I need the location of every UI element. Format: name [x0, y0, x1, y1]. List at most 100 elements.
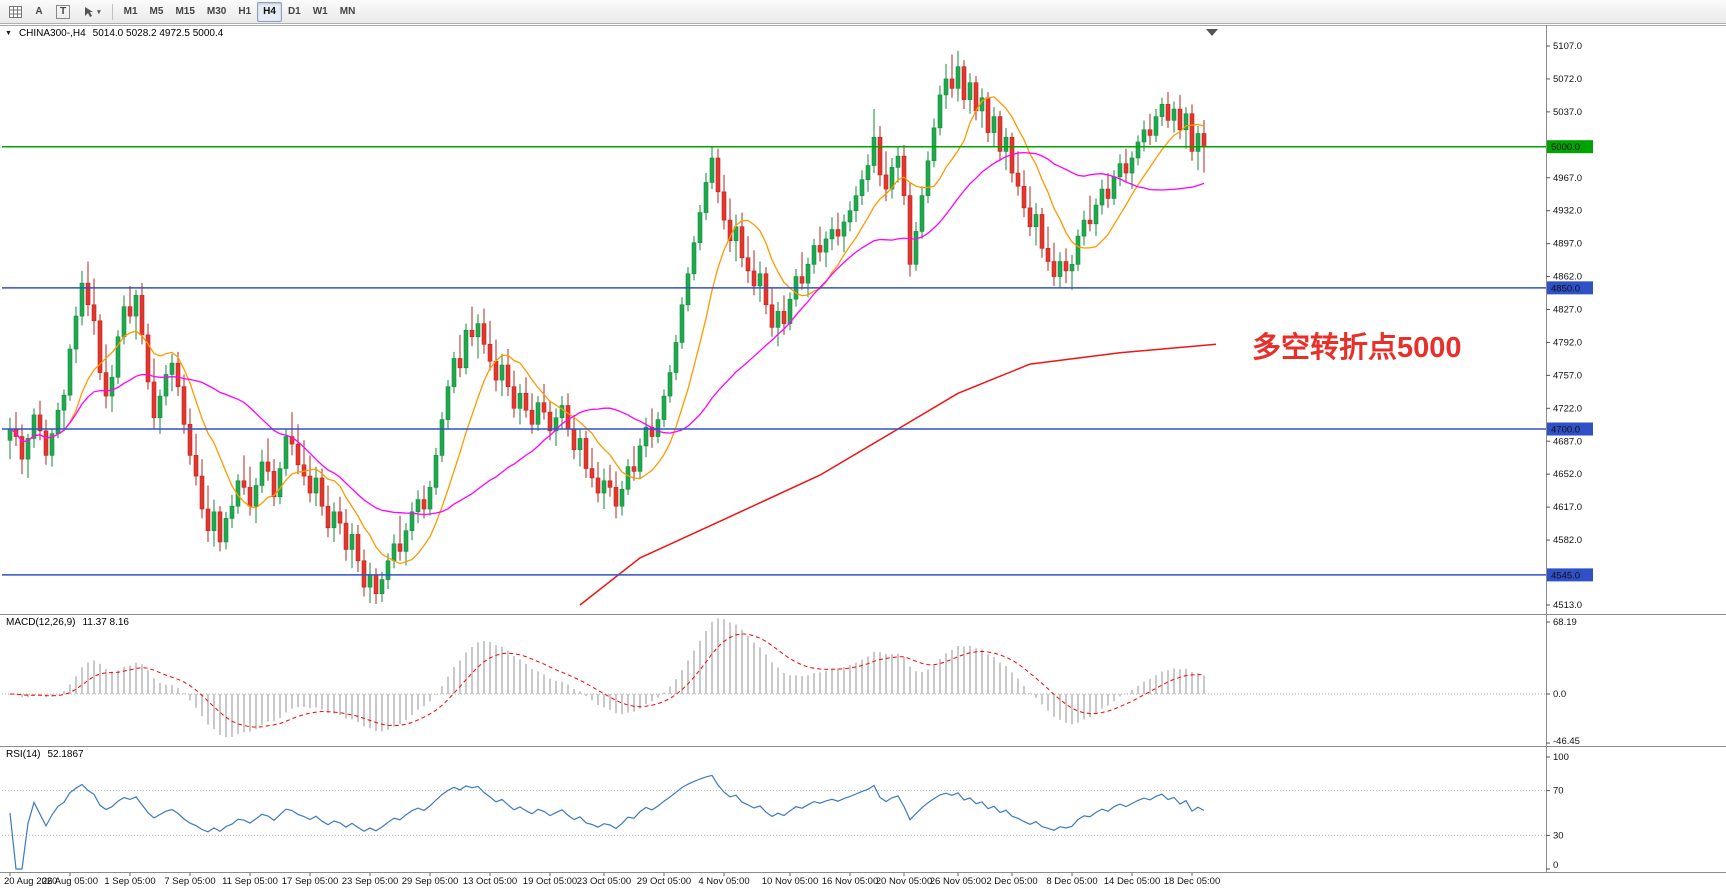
date-label: 26 Aug 05:00 — [42, 876, 98, 887]
price-badge-label: 4545.0 — [1551, 570, 1580, 581]
toolbar-separator — [111, 3, 113, 20]
timeframe-mn-button[interactable]: MN — [334, 2, 362, 22]
rsi-indicator-label: RSI(14) 52.1867 — [6, 749, 84, 760]
date-label: 20 Nov 05:00 — [876, 876, 933, 887]
macd-name: MACD(12,26,9) — [6, 617, 76, 628]
rsi-tick-label: 0 — [1553, 860, 1558, 871]
macd-values: 11.37 8.16 — [82, 617, 129, 628]
rsi-panel — [2, 774, 1546, 870]
price-tick-label: 4582.0 — [1553, 535, 1582, 546]
date-label: 18 Dec 05:00 — [1164, 876, 1221, 887]
rsi-line — [9, 774, 1205, 870]
date-label: 11 Sep 05:00 — [222, 876, 278, 887]
price-tick-label: 4513.0 — [1553, 600, 1582, 611]
rsi-value: 52.1867 — [47, 749, 84, 760]
macd-scale[interactable]: 68.19 0.0 -46.45 — [1546, 617, 1580, 747]
price-tick-label: 4652.0 — [1553, 469, 1582, 480]
timeframe-m5-button[interactable]: M5 — [144, 2, 170, 22]
price-badge — [1547, 140, 1593, 154]
macd-indicator-label: MACD(12,26,9) 11.37 8.16 — [6, 617, 129, 628]
chart-title: ▼ CHINA300-,H4 5014.0 5028.2 4972.5 5000… — [5, 28, 223, 39]
symbol-period-label: CHINA300-,H4 — [18, 28, 86, 39]
price-tick-label: 5072.0 — [1553, 74, 1582, 85]
price-tick-label: 4932.0 — [1553, 206, 1582, 217]
price-tick-label: 4757.0 — [1553, 370, 1582, 381]
price-tick-label: 5037.0 — [1553, 107, 1582, 118]
rsi-name: RSI(14) — [6, 749, 41, 760]
date-label: 29 Oct 05:00 — [637, 876, 691, 887]
rsi-tick-label: 100 — [1553, 752, 1569, 763]
toolbar: A T ▾ M1 M5 M15 M30 H1 H4 D1 W1 MN — [0, 0, 1726, 24]
date-label: 1 Sep 05:00 — [104, 876, 155, 887]
date-label: 20 Aug 2020 — [4, 876, 57, 887]
price-badge-label: 5000.0 — [1551, 142, 1580, 153]
timeframe-m15-button[interactable]: M15 — [169, 2, 200, 22]
price-tick-label: 4792.0 — [1553, 337, 1582, 348]
collapse-triangle-icon: ▼ — [5, 30, 12, 37]
price-scale[interactable]: 5107.0 5072.0 5037.0 4967.0 4932.0 4897.0 4862… — [1546, 41, 1593, 611]
ohlc-values: 5014.0 5028.2 4972.5 5000.4 — [92, 28, 224, 39]
rsi-scale[interactable]: 100 70 30 0 — [1546, 752, 1569, 871]
date-label: 23 Oct 05:00 — [577, 876, 631, 887]
price-tick-label: 4722.0 — [1553, 403, 1582, 414]
text-tool-button[interactable]: A — [29, 2, 49, 22]
ma-mid-line — [9, 151, 1205, 516]
chart-shift-marker-icon[interactable] — [1206, 29, 1218, 36]
macd-tick-label: 68.19 — [1553, 617, 1577, 628]
main-chart-layer — [2, 50, 1546, 606]
price-tick-label: 5107.0 — [1553, 41, 1582, 52]
date-label: 16 Nov 05:00 — [822, 876, 879, 887]
charts-grid-button[interactable] — [3, 2, 28, 22]
macd-tick-label: 0.0 — [1553, 689, 1566, 700]
cursor-arrow-icon — [85, 6, 94, 17]
macd-histogram — [9, 618, 1205, 737]
date-label: 29 Sep 05:00 — [402, 876, 459, 887]
hlines-layer[interactable] — [2, 145, 1546, 576]
timeframe-m1-button[interactable]: M1 — [118, 2, 144, 22]
rsi-tick-label: 70 — [1553, 786, 1564, 797]
macd-signal-line — [9, 633, 1205, 728]
price-badge — [1547, 422, 1593, 436]
date-label: 2 Dec 05:00 — [986, 876, 1037, 887]
chart-annotation[interactable]: 多空转折点5000 — [1252, 332, 1462, 365]
timeframe-toolbar: M1 M5 M15 M30 H1 H4 D1 W1 MN — [118, 1, 362, 22]
price-tick-label: 4897.0 — [1553, 239, 1582, 250]
date-label: 23 Sep 05:00 — [342, 876, 399, 887]
price-badge-label: 4850.0 — [1551, 283, 1580, 294]
price-tick-label: 4827.0 — [1553, 305, 1582, 316]
chart-background[interactable] — [0, 24, 1726, 894]
price-tick-label: 4617.0 — [1553, 502, 1582, 513]
timeframe-h4-button[interactable]: H4 — [257, 1, 282, 22]
date-label: 10 Nov 05:00 — [762, 876, 819, 887]
macd-tick-label: -46.45 — [1553, 736, 1580, 747]
price-tick-label: 4862.0 — [1553, 272, 1582, 283]
grid-icon — [9, 5, 22, 18]
date-label: 7 Sep 05:00 — [164, 876, 215, 887]
date-label: 19 Oct 05:00 — [523, 876, 577, 887]
timeframe-h1-button[interactable]: H1 — [232, 2, 257, 22]
price-badge — [1547, 281, 1593, 295]
date-label: 8 Dec 05:00 — [1046, 876, 1097, 887]
date-label: 4 Nov 05:00 — [698, 876, 749, 887]
arrow-tool-button[interactable]: ▾ — [77, 2, 107, 22]
timeframe-d1-button[interactable]: D1 — [282, 2, 307, 22]
dropdown-caret-icon: ▾ — [97, 8, 101, 16]
price-badge-label: 4700.0 — [1551, 425, 1580, 436]
price-tick-label: 4687.0 — [1553, 436, 1582, 447]
date-label: 26 Nov 05:00 — [930, 876, 987, 887]
textbox-tool-label: T — [56, 4, 71, 19]
timeframe-w1-button[interactable]: W1 — [307, 2, 334, 22]
price-badge — [1547, 568, 1593, 582]
rsi-tick-label: 30 — [1553, 830, 1564, 841]
date-label: 14 Dec 05:00 — [1104, 876, 1161, 887]
date-label: 13 Oct 05:00 — [463, 876, 517, 887]
ma-fast-line — [9, 96, 1205, 565]
date-label: 17 Sep 05:00 — [282, 876, 339, 887]
textbox-tool-button[interactable]: T — [50, 2, 76, 22]
price-tick-label: 4967.0 — [1553, 173, 1582, 184]
macd-panel — [2, 618, 1546, 737]
timeframe-m30-button[interactable]: M30 — [201, 2, 232, 22]
candles-layer — [7, 50, 1207, 605]
